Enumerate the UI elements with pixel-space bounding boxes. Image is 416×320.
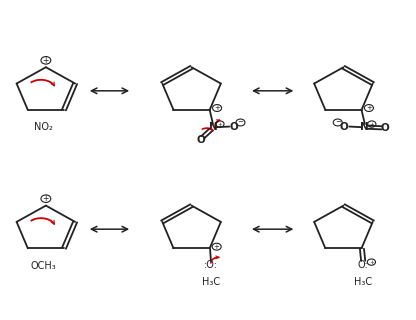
Text: +: + [369,260,374,265]
Text: −: − [335,119,341,125]
Text: +: + [214,244,220,250]
Text: H₃C: H₃C [354,277,372,287]
Text: OCH₃: OCH₃ [31,260,57,270]
Text: :O:: :O: [204,260,218,270]
Text: +: + [366,105,372,111]
Text: O: O [381,123,390,133]
Text: +: + [43,194,49,203]
Text: +: + [369,122,374,126]
Text: N: N [360,122,369,132]
Text: O:: O: [358,260,369,270]
Text: −: − [238,119,243,125]
Text: H₃C: H₃C [202,277,220,287]
Text: +: + [214,105,220,111]
Text: O: O [196,135,205,145]
Text: O: O [340,122,349,132]
Text: +: + [218,122,222,126]
Text: NO₂: NO₂ [35,122,53,132]
Text: O: O [229,122,238,132]
Text: N: N [208,122,217,132]
Text: +: + [43,56,49,65]
